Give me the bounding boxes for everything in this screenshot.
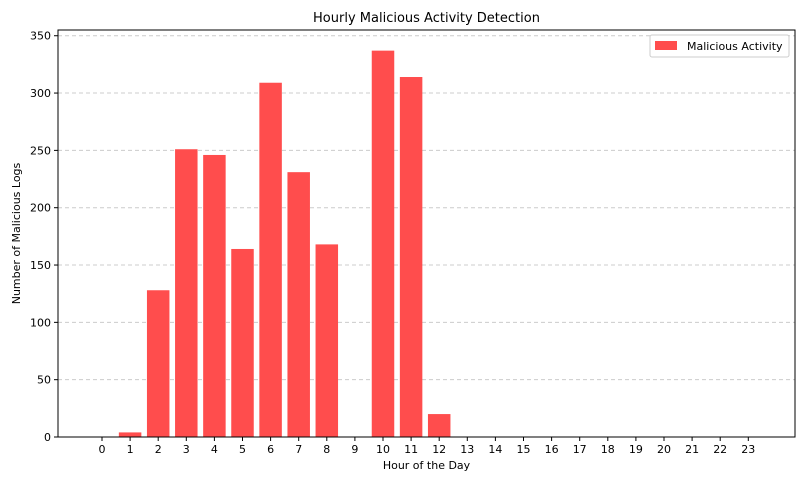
y-tick-label: 350 <box>30 30 51 43</box>
x-tick-label: 2 <box>155 443 162 456</box>
x-tick-label: 16 <box>545 443 559 456</box>
x-tick-label: 11 <box>404 443 418 456</box>
y-axis-ticks: 0 50 100 150 200 250 300 350 <box>30 30 58 444</box>
x-tick-label: 9 <box>351 443 358 456</box>
bar-hour-10 <box>371 50 395 437</box>
x-tick-label: 18 <box>601 443 615 456</box>
x-tick-label: 12 <box>432 443 446 456</box>
y-tick-label: 100 <box>30 316 51 329</box>
plot-frame <box>57 29 796 438</box>
x-tick-label: 10 <box>376 443 390 456</box>
x-tick-label: 1 <box>127 443 134 456</box>
y-axis-label: Number of Malicious Logs <box>10 162 23 304</box>
x-tick-label: 0 <box>99 443 106 456</box>
y-tick-label: 200 <box>30 202 51 215</box>
x-tick-label: 17 <box>573 443 587 456</box>
x-tick-label: 23 <box>741 443 755 456</box>
x-tick-label: 21 <box>685 443 699 456</box>
bar-hour-5 <box>231 248 254 437</box>
y-tick-label: 50 <box>37 374 51 387</box>
x-tick-label: 8 <box>323 443 330 456</box>
x-axis-ticks: 0 1 2 3 4 5 6 7 8 9 10 11 12 13 14 15 16 17 18 19 20 21 22 23 <box>99 437 755 456</box>
bar-hour-2 <box>146 290 170 437</box>
bar-hour-6 <box>259 82 282 437</box>
y-tick-label: 300 <box>30 87 51 100</box>
bar-hour-3 <box>175 149 198 437</box>
x-tick-label: 5 <box>239 443 246 456</box>
bar-hour-8 <box>315 244 339 437</box>
y-tick-label: 0 <box>44 431 51 444</box>
bar-hour-11 <box>399 77 423 438</box>
bar-hour-4 <box>203 154 226 438</box>
y-tick-label: 250 <box>30 144 51 157</box>
legend-swatch <box>655 41 677 50</box>
bar-hour-1 <box>118 432 142 437</box>
x-tick-label: 3 <box>183 443 190 456</box>
x-axis-label: Hour of the Day <box>383 459 471 472</box>
x-tick-label: 6 <box>267 443 274 456</box>
bar-hour-7 <box>287 172 310 437</box>
y-tick-label: 150 <box>30 259 51 272</box>
bar-hour-12 <box>427 414 451 437</box>
x-tick-label: 15 <box>517 443 531 456</box>
x-tick-label: 4 <box>211 443 218 456</box>
x-tick-label: 7 <box>295 443 302 456</box>
legend-box <box>649 34 790 58</box>
bars <box>118 50 451 438</box>
x-tick-label: 20 <box>657 443 671 456</box>
x-tick-label: 19 <box>629 443 643 456</box>
legend: Malicious Activity <box>649 34 790 58</box>
x-tick-label: 22 <box>713 443 727 456</box>
legend-label: Malicious Activity <box>687 40 783 53</box>
x-tick-label: 13 <box>460 443 474 456</box>
chart-title: Hourly Malicious Activity Detection <box>313 11 540 26</box>
x-tick-label: 14 <box>488 443 502 456</box>
